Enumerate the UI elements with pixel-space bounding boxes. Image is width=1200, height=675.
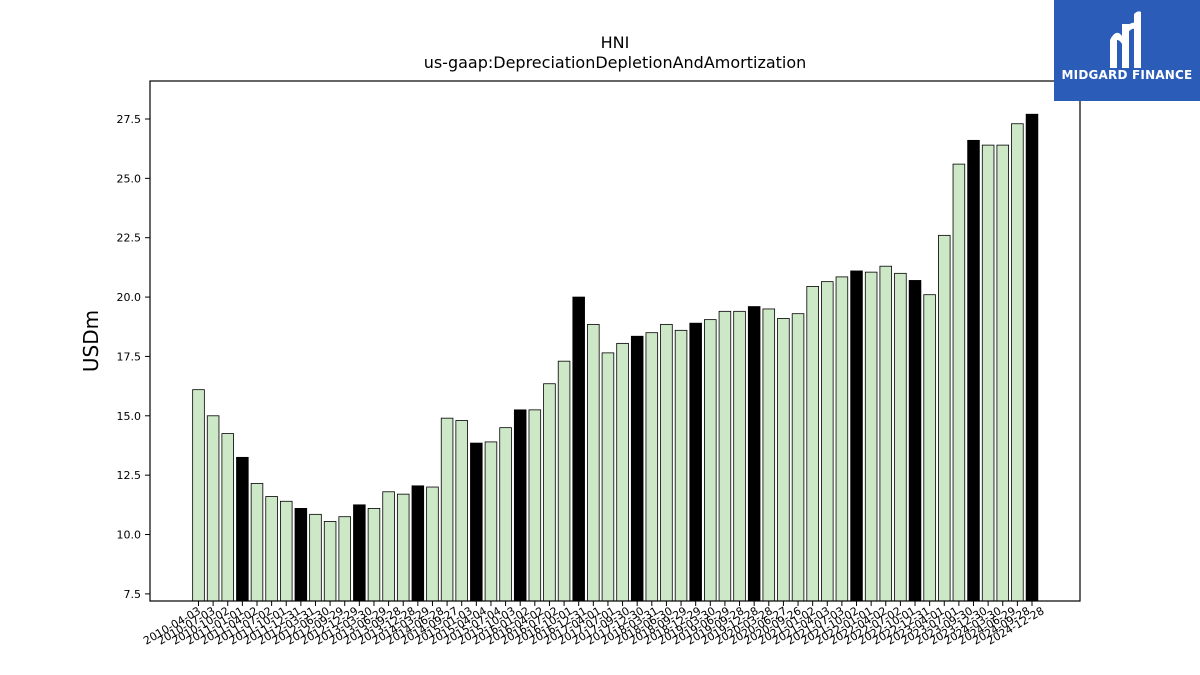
bar-7	[294, 507, 308, 602]
bar-16	[426, 486, 439, 602]
y-tick-label-2: 12.5	[117, 469, 142, 482]
bar-49	[908, 280, 922, 602]
bar-27	[587, 323, 600, 602]
bar-26	[572, 296, 585, 602]
bar-51	[938, 234, 951, 602]
bar-9	[323, 521, 337, 602]
bar-30	[630, 335, 644, 602]
bar-29	[616, 342, 629, 602]
bar-40	[777, 318, 790, 602]
chart-title: HNI	[601, 33, 630, 52]
bar-23	[528, 409, 542, 602]
bar-3	[236, 456, 249, 602]
bar-37	[733, 310, 746, 602]
y-axis: 7.5 10.0 12.5 15.0 17.5 20.0 22.5 25.0 27.5	[117, 113, 150, 601]
bar-42	[806, 285, 819, 602]
y-tick-label-8: 27.5	[117, 113, 142, 126]
bar-2	[221, 433, 234, 602]
bar-57	[1025, 113, 1039, 602]
bar-8	[309, 513, 322, 602]
bar-20	[484, 441, 498, 602]
bar-36	[718, 310, 732, 602]
plot-frame	[149, 80, 1081, 602]
logo-text: MIDGARD FINANCE	[1061, 68, 1193, 82]
bar-11	[353, 504, 366, 602]
bar-6	[279, 500, 293, 602]
bar-44	[835, 276, 849, 602]
bar-5	[265, 496, 278, 602]
bar-31	[645, 332, 659, 602]
bar-15	[411, 485, 425, 602]
bar-55	[996, 144, 1010, 602]
bar-53	[967, 139, 980, 602]
y-tick-label-6: 22.5	[117, 232, 142, 245]
bar-28	[601, 352, 615, 602]
bar-12	[367, 507, 381, 602]
bar-54	[981, 144, 995, 602]
bar-39	[762, 308, 776, 602]
brand-logo: MIDGARD FINANCE	[1054, 0, 1200, 101]
bar-21	[499, 427, 512, 602]
bar-56	[1011, 123, 1024, 602]
bar-24	[543, 383, 556, 602]
bar-1	[206, 415, 220, 602]
bar-22	[513, 409, 527, 602]
bar-35	[704, 319, 717, 602]
bar-46	[864, 271, 878, 602]
bar-48	[894, 272, 907, 602]
bar-34	[689, 322, 702, 602]
bar-0	[192, 389, 205, 602]
bar-41	[791, 313, 805, 602]
bar-45	[850, 270, 863, 602]
bar-52	[952, 163, 966, 602]
bar-18	[455, 420, 468, 602]
bar-50	[923, 294, 936, 602]
bar-4	[250, 483, 264, 602]
bar-13	[382, 491, 395, 602]
y-tick-label-4: 17.5	[117, 350, 142, 363]
y-tick-label-1: 10.0	[117, 529, 142, 542]
bar-10	[338, 516, 351, 602]
bar-14	[396, 493, 410, 602]
y-tick-label-5: 20.0	[117, 291, 142, 304]
bar-32	[660, 323, 673, 602]
bar-17	[440, 417, 454, 602]
bar-43	[821, 281, 834, 602]
bar-19	[470, 442, 483, 602]
y-tick-label-0: 7.5	[124, 588, 142, 601]
bar-38	[747, 306, 761, 602]
x-axis: 2010-04-032010-07-032010-10-022011-01-01…	[141, 601, 1047, 648]
y-axis-label: USDm	[79, 310, 103, 372]
y-tick-label-3: 15.0	[117, 410, 142, 423]
chart-subtitle: us-gaap:DepreciationDepletionAndAmortiza…	[424, 53, 807, 72]
y-tick-label-7: 25.0	[117, 172, 142, 185]
bar-33	[674, 329, 688, 602]
bars-group	[192, 113, 1039, 602]
logo-mark-icon	[1110, 11, 1141, 69]
bar-25	[557, 360, 571, 602]
bar-47	[879, 265, 893, 602]
